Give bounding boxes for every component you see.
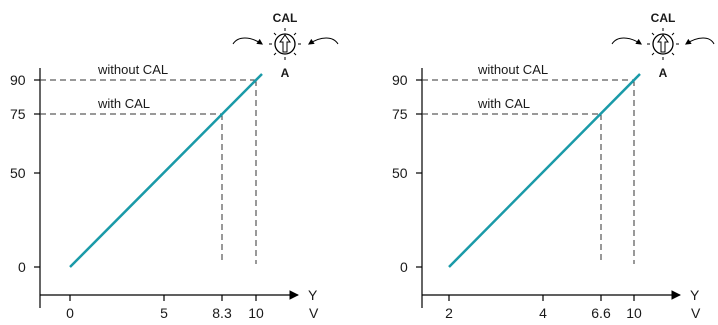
label-without-cal: without CAL (97, 62, 168, 77)
x-tick-label-4: 4 (539, 305, 547, 321)
rotate-arrow-left-icon (611, 37, 642, 45)
label-with-cal: with CAL (97, 96, 150, 111)
knob-label-cal: CAL (651, 11, 676, 25)
y-unit-label: Y (690, 287, 700, 303)
y-unit-label: Y (308, 287, 318, 303)
x-tick-label-2: 2 (445, 305, 453, 321)
y-tick-label-75: 75 (10, 106, 26, 122)
y-tick-label-75: 75 (392, 106, 408, 122)
knob-pointer-icon (279, 34, 291, 53)
knob-ticks (269, 28, 301, 60)
y-tick-label-90: 90 (10, 72, 26, 88)
characteristic-line (448, 73, 641, 268)
y-tick-label-50: 50 (10, 165, 26, 181)
x-unit-label: V (309, 305, 319, 321)
label-with-cal: with CAL (477, 96, 530, 111)
y-tick-label-50: 50 (392, 165, 408, 181)
characteristic-line (69, 73, 263, 268)
x-tick-label-8-3: 8.3 (212, 305, 232, 321)
knob-label-a: A (281, 66, 290, 80)
panel-right: 90 75 50 0 2 4 6.6 10 Y V without CAL wi… (392, 11, 715, 321)
cal-knob: CAL A (611, 11, 715, 80)
knob-ticks (647, 28, 679, 60)
knob-pointer-icon (657, 34, 669, 53)
cal-knob: CAL A (232, 11, 339, 80)
knob-label-a: A (659, 66, 668, 80)
rotate-arrow-right-icon (308, 37, 339, 45)
y-tick-label-0: 0 (18, 259, 26, 275)
y-tick-label-90: 90 (392, 72, 408, 88)
x-tick-label-10: 10 (626, 305, 642, 321)
rotate-arrow-left-icon (232, 37, 263, 45)
panel-left: 90 75 50 0 0 5 8.3 10 Y V without CAL wi… (10, 11, 339, 321)
label-without-cal: without CAL (477, 62, 548, 77)
x-tick-label-5: 5 (160, 305, 168, 321)
knob-label-cal: CAL (273, 11, 298, 25)
x-tick-label-0: 0 (66, 305, 74, 321)
rotate-arrow-right-icon (685, 37, 715, 45)
x-unit-label: V (691, 305, 701, 321)
x-tick-label-6-6: 6.6 (591, 305, 611, 321)
y-tick-label-0: 0 (400, 259, 408, 275)
x-tick-label-10: 10 (248, 305, 264, 321)
